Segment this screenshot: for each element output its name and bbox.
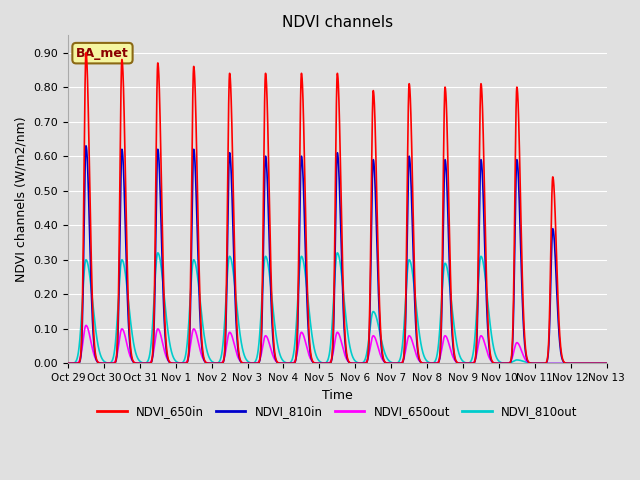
Y-axis label: NDVI channels (W/m2/nm): NDVI channels (W/m2/nm) <box>15 117 28 282</box>
Title: NDVI channels: NDVI channels <box>282 15 393 30</box>
X-axis label: Time: Time <box>322 389 353 402</box>
Text: BA_met: BA_met <box>76 47 129 60</box>
Legend: NDVI_650in, NDVI_810in, NDVI_650out, NDVI_810out: NDVI_650in, NDVI_810in, NDVI_650out, NDV… <box>92 401 582 423</box>
